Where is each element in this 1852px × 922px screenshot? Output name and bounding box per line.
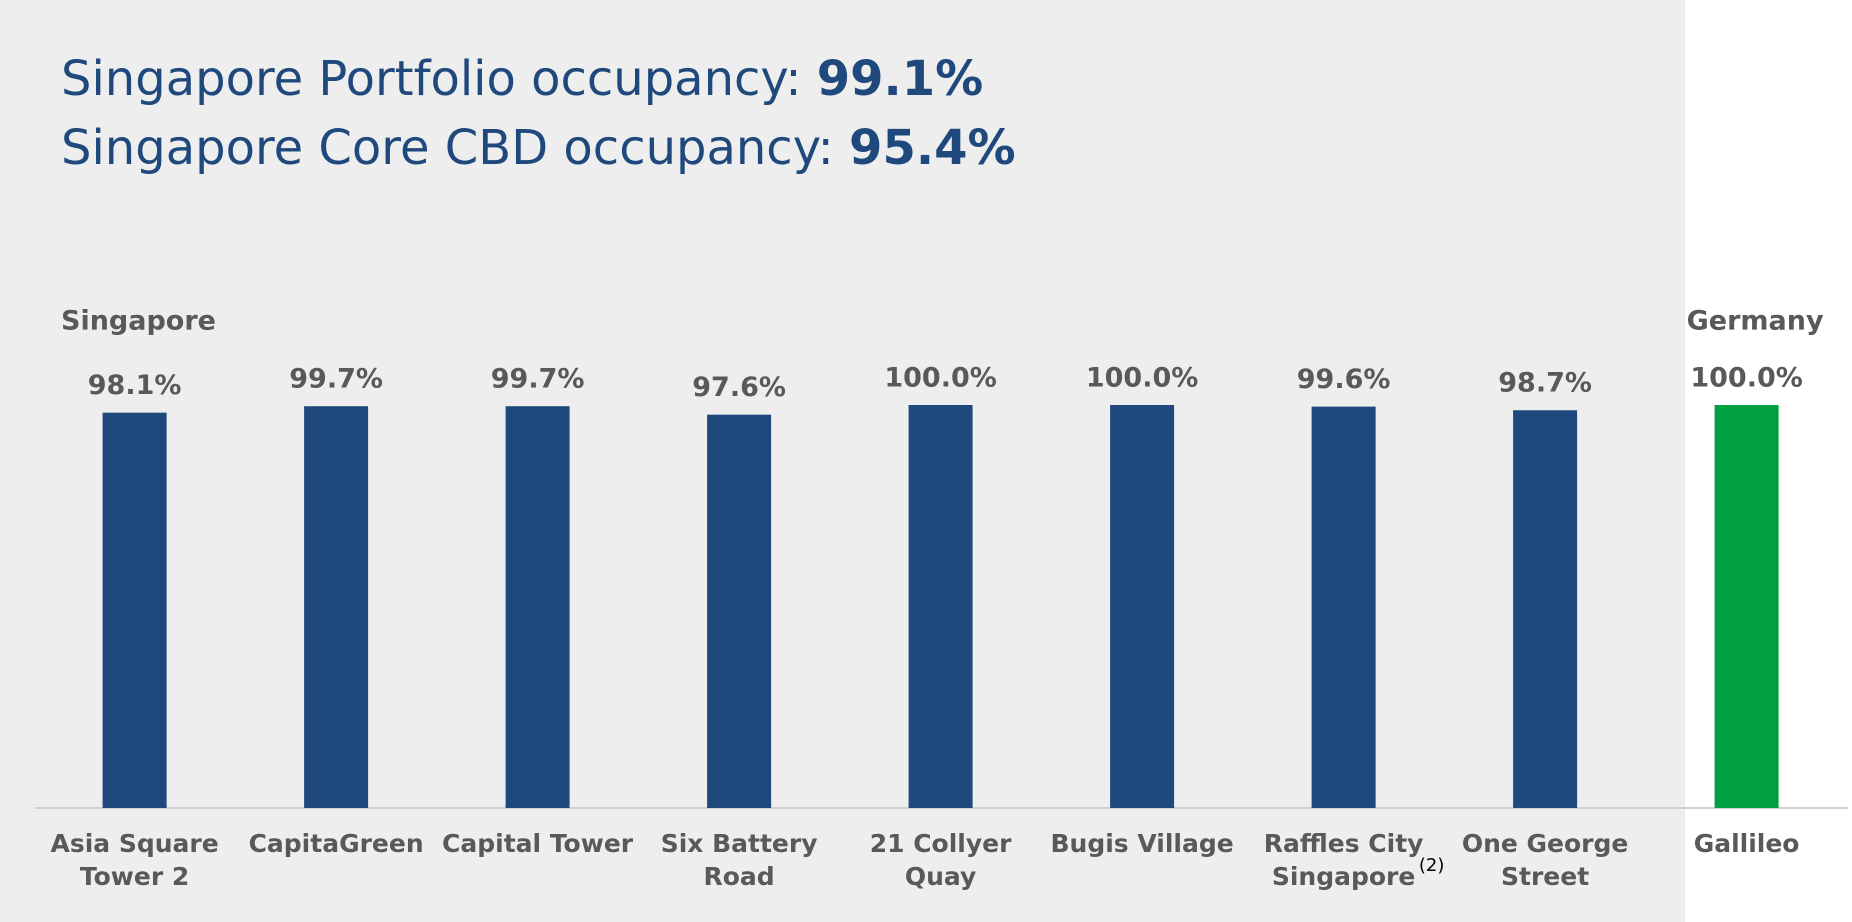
bar [1311,406,1376,808]
value-label: 99.6% [1297,364,1391,395]
category-label: Bugis Village [1050,829,1233,858]
bar [1513,410,1578,808]
value-label: 99.7% [289,364,383,395]
headline-label: Singapore Core CBD occupancy: [61,120,834,176]
category-label: Quay [905,862,976,891]
bar [505,406,570,808]
bar [707,414,772,808]
headline: Singapore Portfolio occupancy: 99.1% [61,51,983,107]
headline-label: Singapore Portfolio occupancy: [61,51,801,107]
category-label: Raffles City [1264,829,1424,858]
category-label: Street [1501,862,1589,891]
category-label: CapitaGreen [249,829,424,858]
bar [102,412,167,808]
value-label: 97.6% [692,372,786,403]
category-label: Six Battery [661,829,818,858]
group-label: Singapore [61,306,216,337]
bar [304,406,369,808]
headline: Singapore Core CBD occupancy: 95.4% [61,120,1016,176]
category-label: Capital Tower [442,829,634,858]
footnote-ref: (2) [1419,855,1445,876]
bar [1110,405,1175,808]
category-label: One George [1462,829,1629,858]
value-label: 100.0% [884,363,996,394]
category-label: Tower 2 [80,862,189,891]
category-label: Asia Square [50,829,218,858]
category-label: Gallileo [1694,829,1800,858]
value-label: 99.7% [491,364,585,395]
category-label: Road [703,862,774,891]
bar [1714,405,1779,808]
value-label: 98.1% [88,370,182,401]
value-label: 100.0% [1690,363,1802,394]
value-label: 100.0% [1086,363,1198,394]
value-label: 98.7% [1498,368,1592,399]
category-label: 21 Collyer [870,829,1012,858]
headline-value: 95.4% [849,120,1016,176]
group-label: Germany [1687,306,1824,337]
category-label: Singapore [1272,862,1416,891]
panel [0,0,1685,922]
bar [908,405,973,808]
headline-value: 99.1% [817,51,984,107]
